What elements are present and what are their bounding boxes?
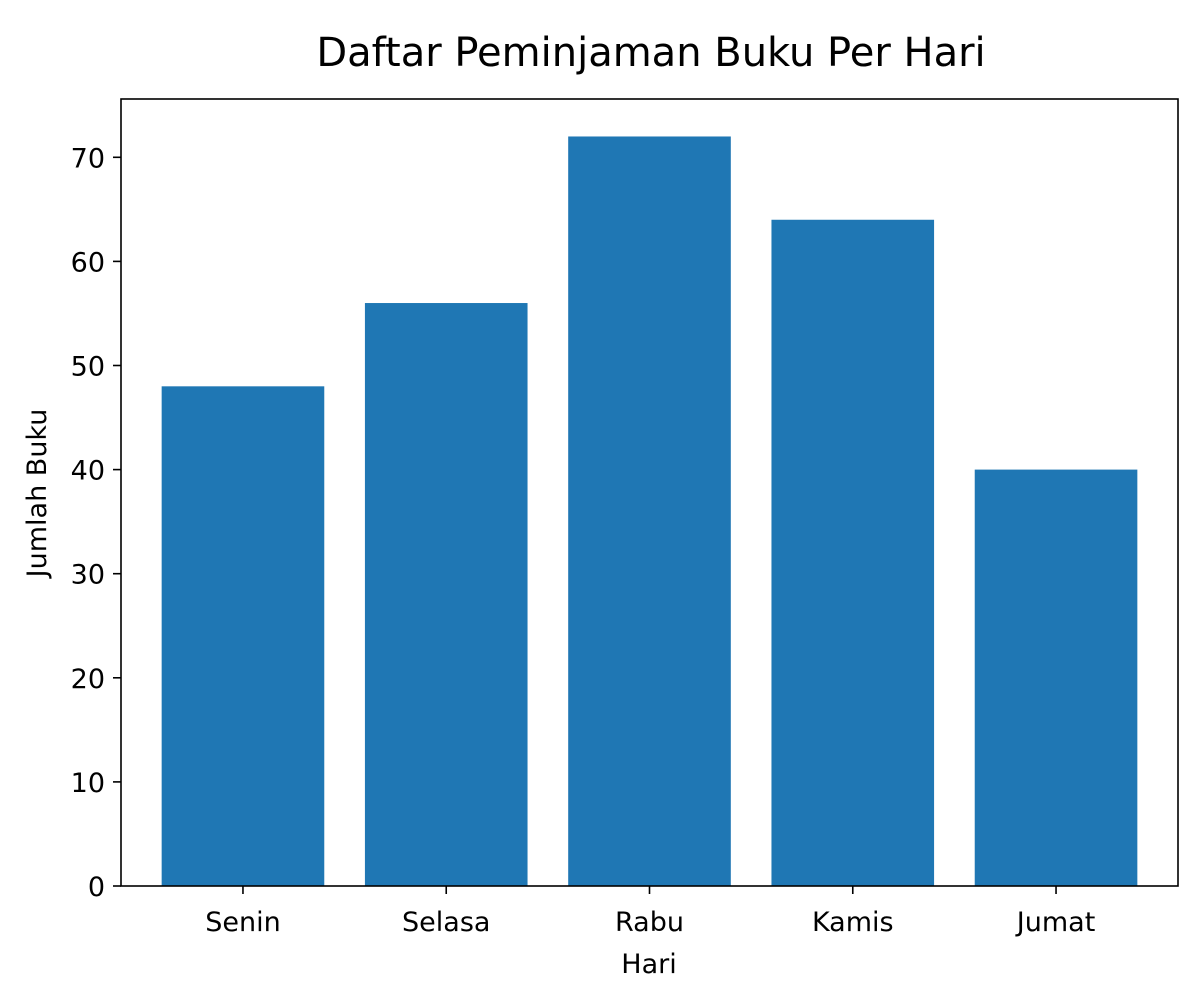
- y-tick-label: 70: [71, 143, 105, 174]
- x-axis-label: Hari: [621, 949, 676, 980]
- y-axis-label: Jumlah Buku: [22, 409, 53, 580]
- bar-rabu: [568, 136, 731, 886]
- x-tick-label: Kamis: [812, 907, 894, 938]
- y-axis-ticks: 0 10 20 30 40 50 60 70: [71, 143, 121, 903]
- y-tick-label: 0: [88, 872, 105, 903]
- bar-kamis: [771, 219, 935, 887]
- x-tick-label: Rabu: [615, 907, 684, 938]
- bars-group: [161, 136, 1138, 887]
- y-tick-label: 40: [71, 456, 105, 487]
- x-tick-label: Senin: [205, 907, 280, 938]
- y-tick-label: 60: [71, 247, 105, 278]
- bar-selasa: [364, 303, 528, 886]
- y-tick-label: 50: [71, 351, 105, 382]
- y-tick-label: 10: [71, 768, 105, 799]
- x-tick-label: Jumat: [1015, 907, 1096, 938]
- plot-frame: [120, 98, 1179, 887]
- bar-senin: [161, 386, 325, 886]
- x-tick-label: Selasa: [402, 907, 490, 938]
- chart-title: Daftar Peminjaman Buku Per Hari: [316, 30, 985, 76]
- y-tick-label: 30: [71, 560, 105, 591]
- x-axis-ticks: Senin Selasa Rabu Kamis Jumat: [205, 886, 1095, 938]
- y-tick-label: 20: [71, 664, 105, 695]
- bar-jumat: [974, 469, 1138, 886]
